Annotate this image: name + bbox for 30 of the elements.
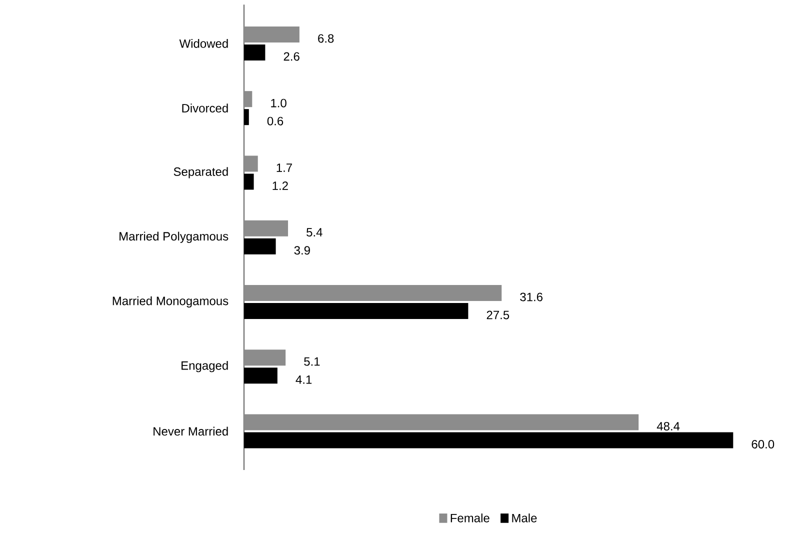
data-label: 0.6 xyxy=(267,116,284,126)
data-label: 3.9 xyxy=(294,246,310,255)
legend-label: Male xyxy=(512,514,537,522)
y-tick-label: Married Monogamous xyxy=(112,296,228,308)
data-label: 6.8 xyxy=(318,34,334,43)
y-tick-label: Engaged xyxy=(182,361,228,372)
y-tick-label: Married Polygamous xyxy=(120,232,228,243)
data-label: 1.7 xyxy=(276,164,292,172)
legend-label: Female xyxy=(450,514,490,522)
bar xyxy=(244,109,249,126)
data-label: 1.2 xyxy=(272,182,288,190)
bar xyxy=(244,174,254,190)
y-tick-label: Widowed xyxy=(179,39,228,48)
bar xyxy=(244,368,278,384)
bar xyxy=(244,302,468,319)
data-label: 27.5 xyxy=(486,310,510,320)
y-tick-label: Never Married xyxy=(154,426,228,436)
bar xyxy=(244,44,266,60)
data-label: 1.0 xyxy=(271,98,286,108)
data-label: 60.0 xyxy=(752,440,774,448)
bar xyxy=(244,432,734,448)
y-tick-label: Divorced xyxy=(182,104,228,112)
data-label: 5.4 xyxy=(306,228,322,237)
data-label: 31.6 xyxy=(520,292,542,302)
data-label: 4.1 xyxy=(296,375,312,384)
data-label: 48.4 xyxy=(656,422,680,430)
data-label: 5.1 xyxy=(304,357,320,366)
y-tick-label: Separated xyxy=(174,167,228,178)
bar xyxy=(244,238,276,254)
data-label: 2.6 xyxy=(284,52,300,61)
